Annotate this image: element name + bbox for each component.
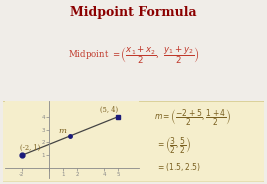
Text: (-2, 1): (-2, 1) bbox=[20, 144, 40, 151]
Text: (5, 4): (5, 4) bbox=[100, 106, 118, 114]
Text: $=\left(\dfrac{3}{2},\dfrac{5}{2}\right)$: $=\left(\dfrac{3}{2},\dfrac{5}{2}\right)… bbox=[156, 135, 191, 156]
Text: Midpoint Formula: Midpoint Formula bbox=[70, 6, 197, 19]
Text: Midpoint $= \left(\dfrac{x_1+x_2}{2},\ \dfrac{y_1+y_2}{2}\right)$: Midpoint $= \left(\dfrac{x_1+x_2}{2},\ \… bbox=[68, 44, 199, 66]
Text: $=(1.5,2.5)$: $=(1.5,2.5)$ bbox=[156, 161, 201, 173]
Text: $m=\left(\dfrac{-2+5}{2},\dfrac{1+4}{2}\right)$: $m=\left(\dfrac{-2+5}{2},\dfrac{1+4}{2}\… bbox=[154, 108, 231, 128]
Text: m: m bbox=[58, 127, 66, 135]
FancyBboxPatch shape bbox=[0, 101, 267, 182]
